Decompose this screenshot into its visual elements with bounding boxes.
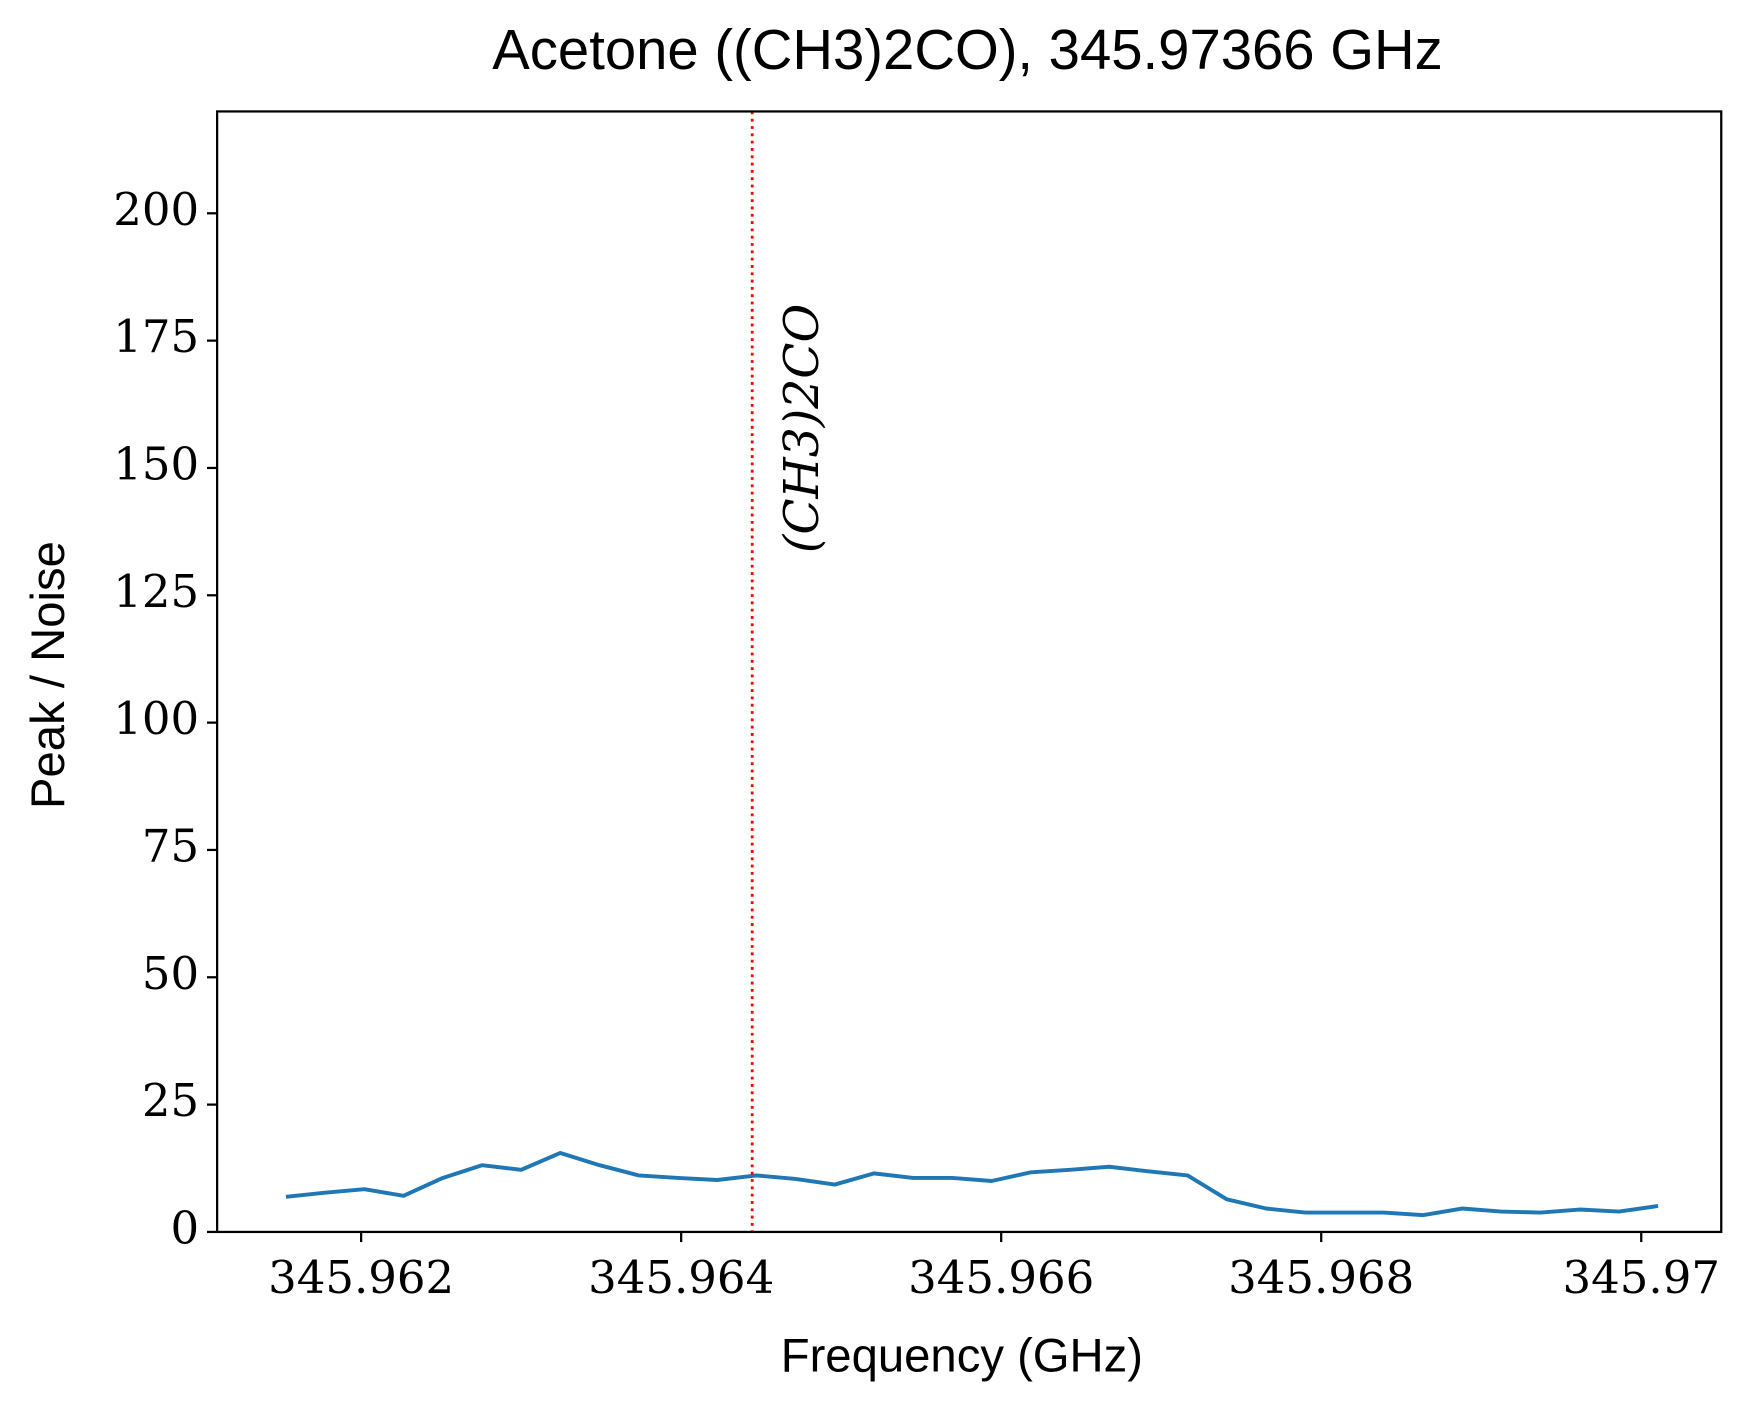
x-tick-label: 345.97 [1563,1251,1720,1304]
x-tick-label: 345.964 [588,1251,774,1304]
annotation: (CH3)2CO [775,304,830,553]
x-tick-label: 345.968 [1228,1251,1414,1304]
y-tick-label: 150 [113,437,199,490]
y-tick-label: 100 [113,692,199,745]
data-line [285,1151,1659,1218]
y-tick-label: 200 [113,183,199,236]
plot-frame [216,110,1723,1234]
chart-title: Acetone ((CH3)2CO), 345.97366 GHz [492,18,1442,81]
y-tick-label: 75 [142,819,199,872]
y-tick-label: 0 [170,1201,199,1254]
y-tick-label: 125 [113,565,199,618]
x-axis-label: Frequency (GHz) [781,1330,1143,1383]
x-tick-label: 345.962 [268,1251,454,1304]
y-tick-label: 175 [113,310,199,363]
x-tick-label: 345.966 [908,1251,1094,1304]
y-tick-label: 50 [142,947,199,1000]
y-axis-label: Peak / Noise [22,541,75,809]
y-tick-label: 25 [142,1074,199,1127]
